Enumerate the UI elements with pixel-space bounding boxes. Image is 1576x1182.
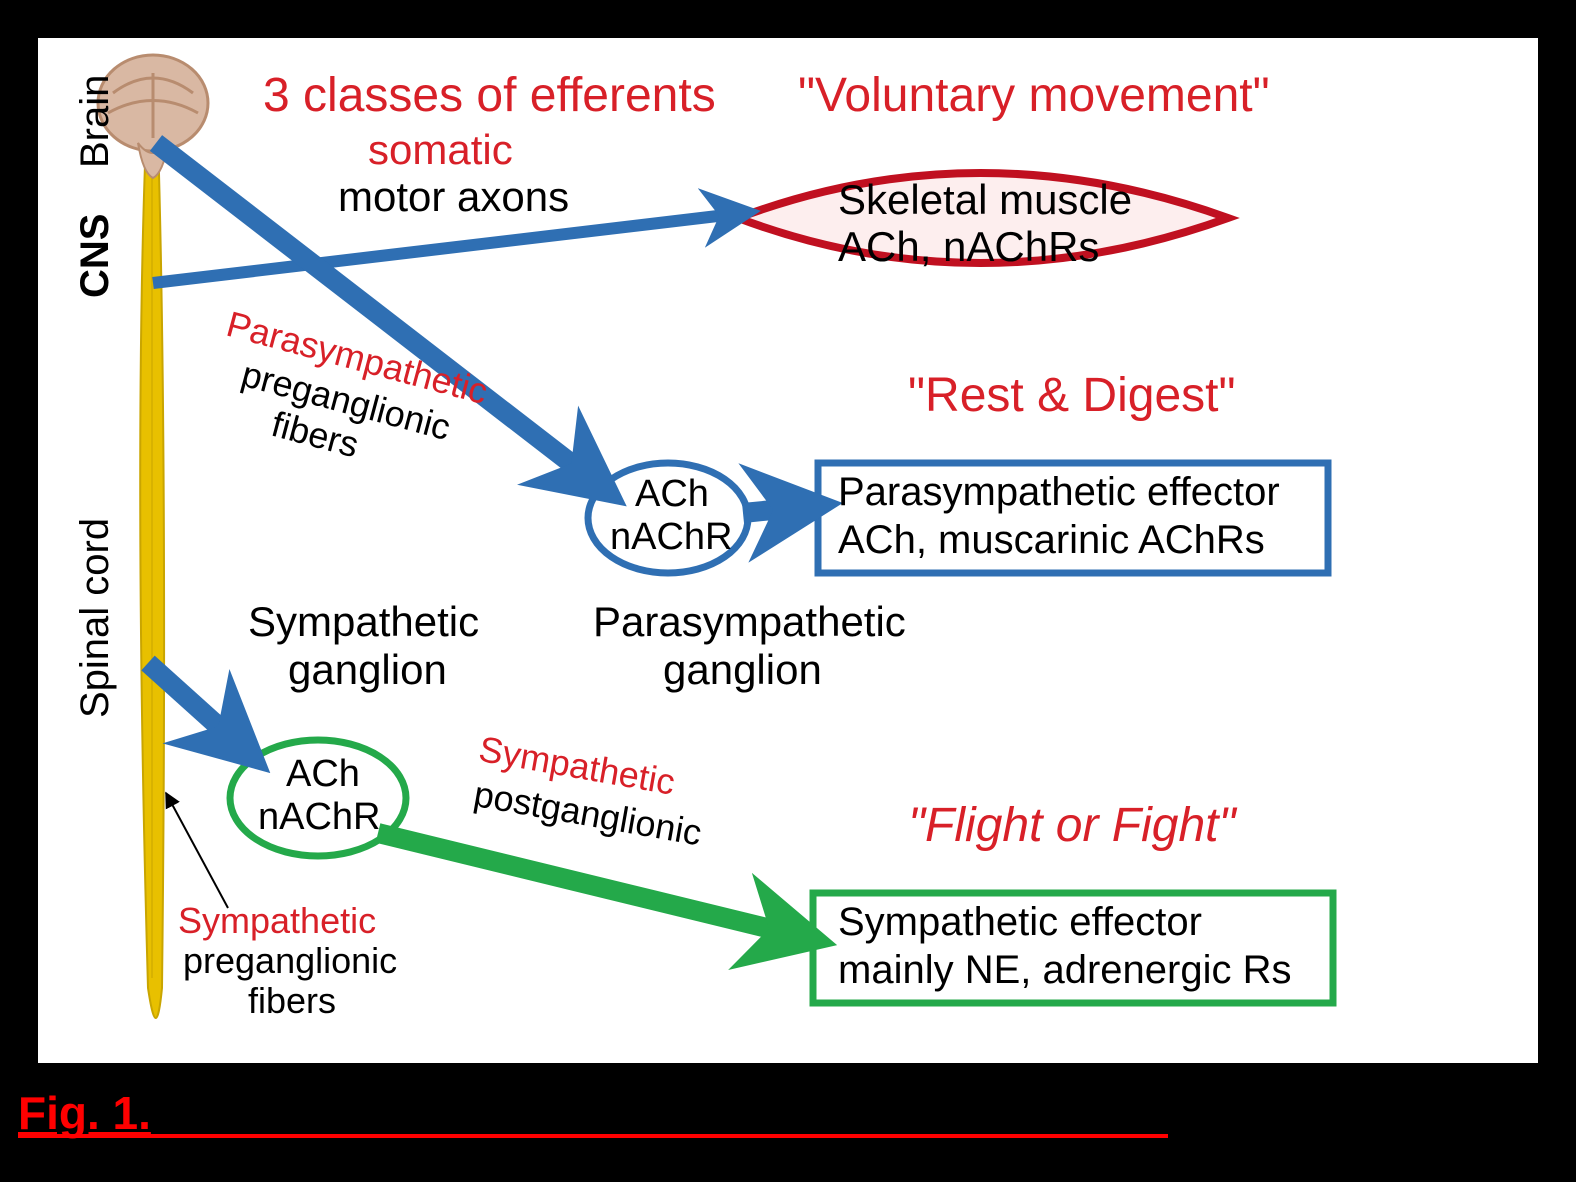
sym-ganglion-nachr: nAChR (258, 796, 381, 839)
heading-voluntary: "Voluntary movement" (798, 68, 1270, 123)
label-sympathetic-pre-2: preganglionic (183, 940, 397, 982)
figure-underline (18, 1134, 1168, 1138)
para-effector-line1: Parasympathetic effector (838, 470, 1280, 515)
arrow-sympathetic-postganglionic (378, 833, 808, 938)
label-sympathetic-ganglion-1: Sympathetic (248, 598, 479, 646)
sym-effector-line1: Sympathetic effector (838, 900, 1202, 945)
label-sympathetic-pre-3: fibers (248, 980, 336, 1022)
para-ganglion-ach: ACh (635, 473, 709, 516)
vlabel-spinal: Spinal cord (73, 518, 118, 718)
vlabel-brain: Brain (73, 75, 118, 168)
skeletal-line1: Skeletal muscle (838, 176, 1132, 224)
figure-caption: Fig. 1. (18, 1086, 151, 1140)
arrow-somatic (153, 213, 743, 283)
pointer-sympathetic-preganglionic (166, 793, 228, 908)
heading-motor-axons: motor axons (338, 173, 569, 221)
sym-effector-line2: mainly NE, adrenergic Rs (838, 948, 1292, 993)
para-ganglion-nachr: nAChR (610, 516, 733, 559)
para-effector-line2: ACh, muscarinic AChRs (838, 518, 1265, 563)
heading-flight-fight: "Flight or Fight" (908, 798, 1236, 853)
arrow-parasympathetic-postganglionic (743, 506, 813, 513)
sym-ganglion-ach: ACh (286, 753, 360, 796)
label-parasympathetic-ganglion-2: ganglion (663, 646, 822, 694)
heading-somatic: somatic (368, 126, 513, 174)
vlabel-cns: CNS (73, 214, 118, 298)
heading-rest-digest: "Rest & Digest" (908, 368, 1236, 423)
label-sympathetic-pre-1: Sympathetic (178, 900, 376, 942)
label-sympathetic-ganglion-2: ganglion (288, 646, 447, 694)
diagram-frame: Brain CNS Spinal cord 3 classes of effer… (38, 38, 1538, 1063)
skeletal-line2: ACh, nAChRs (838, 223, 1099, 271)
label-parasympathetic-ganglion-1: Parasympathetic (593, 598, 906, 646)
heading-title: 3 classes of efferents (263, 68, 716, 123)
